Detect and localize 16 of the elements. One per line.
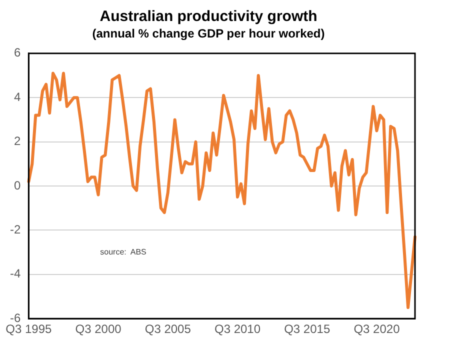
- y-tick-label: 2: [14, 134, 21, 148]
- x-tick-label: Q3 2020: [354, 322, 400, 336]
- x-tick-label: Q3 1995: [6, 322, 52, 336]
- annotation: source: ABS: [100, 248, 146, 257]
- y-tick-label: 4: [14, 90, 21, 104]
- chart-subtitle: (annual % change GDP per hour worked): [92, 26, 325, 41]
- y-tick-label: -6: [10, 310, 21, 325]
- y-tick-label: -2: [10, 222, 21, 237]
- x-tick-label: Q3 2005: [144, 322, 192, 336]
- y-tick-label: 6: [14, 46, 21, 60]
- x-tick-label: Q3 2010: [214, 322, 261, 336]
- y-tick-label: -4: [10, 266, 21, 281]
- y-tick-label: 0: [14, 178, 21, 192]
- chart-title: Australian productivity growth: [100, 8, 318, 26]
- x-tick-label: Q3 2000: [75, 322, 122, 336]
- x-tick-label: Q3 2015: [284, 322, 330, 336]
